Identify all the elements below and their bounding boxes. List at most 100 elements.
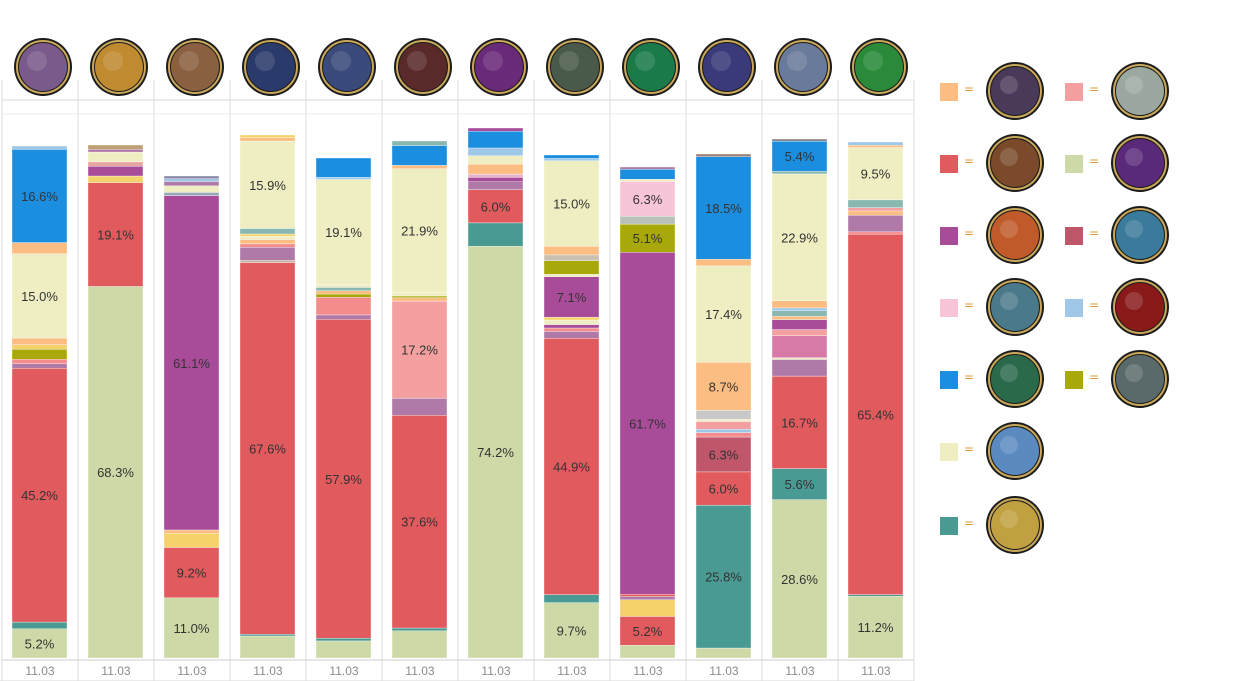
portraits-layer [14, 38, 908, 96]
bar-segment [619, 599, 676, 617]
legend-swatch [940, 227, 958, 245]
data-label: 18.5% [705, 201, 742, 216]
bar-segment [771, 310, 828, 317]
data-label: 25.8% [705, 570, 742, 585]
data-label: 9.5% [861, 167, 891, 182]
bar-segment [467, 189, 524, 224]
bar-segment [771, 300, 828, 309]
bar-segment [543, 319, 600, 325]
data-label: 16.7% [781, 415, 818, 430]
bar-segment [239, 137, 296, 142]
bar-segment [619, 252, 676, 595]
bar-segment [467, 177, 524, 183]
champion-portrait-4-icon [242, 38, 300, 96]
rune-icon-13 [986, 496, 1044, 554]
x-tick-label: 11.03 [177, 664, 206, 678]
rune-icon-5 [986, 206, 1044, 264]
data-label: 74.2% [477, 445, 514, 460]
bar-segment [619, 223, 676, 253]
bar-segment [847, 210, 904, 216]
data-label: 37.6% [401, 515, 438, 530]
bar-segment [315, 297, 372, 316]
bar-segment [771, 138, 828, 142]
bar-segment [847, 594, 904, 597]
bar-segment [619, 181, 676, 217]
data-label: 61.1% [173, 356, 210, 371]
bar-segment [543, 331, 600, 339]
legend-equals: = [964, 154, 975, 168]
bar-segment [771, 468, 828, 500]
bar-segment [315, 287, 372, 291]
grid-layer [0, 80, 915, 681]
champion-portrait-11-icon [774, 38, 832, 96]
ticks-layer: 11.03 11.03 11.03 11.03 11.03 11.03 11.03 11.03… [25, 664, 890, 678]
champion-portrait-1-icon [14, 38, 72, 96]
bar-segment [695, 647, 752, 659]
bar-segment [695, 504, 752, 649]
bar-segment [11, 145, 68, 150]
data-label: 9.2% [177, 566, 207, 581]
bar-segment [239, 262, 296, 635]
bar-segment [391, 297, 448, 302]
bar-segment [771, 316, 828, 320]
bar-segment [163, 185, 220, 193]
bar-segment [239, 260, 296, 263]
bar-segment [239, 140, 296, 229]
legend-item: = [930, 202, 1060, 264]
bar-segment [163, 192, 220, 196]
bar-segment [467, 127, 524, 132]
bar-segment [771, 499, 828, 659]
bar-segment [163, 178, 220, 182]
bar-segment [543, 324, 600, 329]
legend-swatch [940, 83, 958, 101]
bar-segment [543, 276, 600, 318]
legend-item: = [930, 492, 1060, 554]
bar-segment [543, 154, 600, 159]
bar-segment [695, 259, 752, 267]
bar-segment [467, 173, 524, 178]
data-label: 15.9% [249, 178, 286, 193]
data-label: 19.1% [325, 225, 362, 240]
bar-segment [543, 246, 600, 256]
legend-equals: = [964, 370, 975, 384]
bar-segment [771, 141, 828, 172]
bar-segment [391, 140, 448, 146]
data-label: 9.7% [557, 623, 587, 638]
bar-segment [771, 307, 828, 311]
data-label: 5.4% [785, 149, 815, 164]
bar-segment [315, 284, 372, 288]
bar-segment [619, 594, 676, 597]
bar-segment [87, 182, 144, 287]
bar-segment [391, 165, 448, 169]
bar-segment [695, 432, 752, 438]
bar-segment [11, 621, 68, 629]
legend-item: = [1055, 130, 1185, 192]
rune-icon-3 [986, 134, 1044, 192]
data-label: 7.1% [557, 290, 587, 305]
bar-segment [315, 638, 372, 642]
bar-segment [315, 290, 372, 295]
champion-portrait-8-icon [546, 38, 604, 96]
bar-segment [163, 547, 220, 598]
bar-segment [239, 228, 296, 235]
bar-segment [11, 242, 68, 254]
legend-swatch [940, 371, 958, 389]
bar-segment [695, 153, 752, 157]
bar-segment [87, 175, 144, 183]
bar-segment [771, 375, 828, 469]
bar-segment [391, 415, 448, 629]
bar-segment [467, 131, 524, 149]
rune-icon-11 [986, 422, 1044, 480]
data-label: 68.3% [97, 465, 134, 480]
data-label: 15.0% [553, 197, 590, 212]
legend-equals: = [964, 82, 975, 96]
labels-layer: 5.2% 45.2% 15.0% 16.6% 68.3% 19.1% 11.0% 9.2% 61… [21, 149, 894, 651]
bars-layer [11, 127, 904, 659]
bar-segment [315, 179, 372, 285]
bar-segment [847, 141, 904, 146]
champion-portrait-2-icon [90, 38, 148, 96]
bar-segment [771, 170, 828, 175]
champion-portrait-7-icon [470, 38, 528, 96]
legend-swatch [1065, 299, 1083, 317]
x-tick-label: 11.03 [253, 664, 282, 678]
